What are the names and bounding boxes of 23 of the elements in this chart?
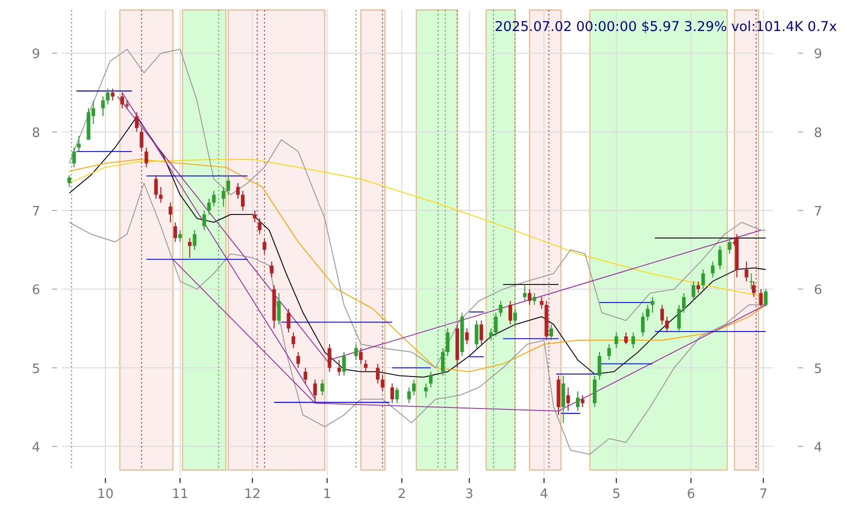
y2-tick-label: 4 [814,440,822,456]
x-tick-label: 2 [398,487,406,502]
y-tick-label: 7 [32,204,40,220]
x-tick-label: 3 [465,487,474,502]
y2-tick-label: 9 [814,47,822,62]
y-tick-label: 9 [32,47,40,62]
x-tick-label: 6 [686,487,696,502]
y-tick-label: 8 [32,126,40,141]
x-tick-label: 4 [540,487,548,502]
y-tick-label: 4 [32,440,40,456]
x-tick-label: 11 [172,487,188,502]
y-tick-label: 6 [32,283,40,298]
text: 2025.07.02 00:00:00 $5.97 3.29% vol:101.4K 0.7x [494,19,837,35]
y-tick-label: 5 [32,362,40,377]
x-tick-label: 7 [759,487,768,502]
y2-tick-label: 6 [814,283,822,298]
x-tick-label: 5 [612,487,620,502]
y2-tick-label: 5 [814,362,822,377]
y2-tick-label: 7 [814,204,822,220]
x-tick-label: 10 [97,487,114,502]
x-tick-label: 12 [244,487,261,502]
x-tick-label: 1 [322,487,332,502]
y2-tick-label: 8 [814,126,822,141]
